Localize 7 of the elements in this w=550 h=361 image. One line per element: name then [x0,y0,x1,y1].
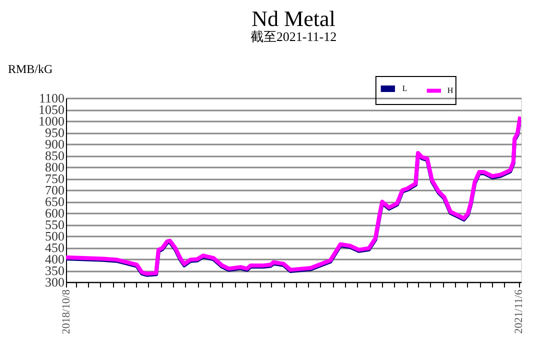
chart-title: Nd Metal [252,6,336,31]
chart-subtitle: 截至2021-11-12 [250,29,337,44]
legend-label: L [402,84,408,93]
x-tick-label: 2021/11/6 [513,289,526,334]
legend-label: H [447,86,454,95]
x-tick-label: 2018/10/8 [60,289,72,334]
y-axis-title: RMB/kG [8,62,54,76]
